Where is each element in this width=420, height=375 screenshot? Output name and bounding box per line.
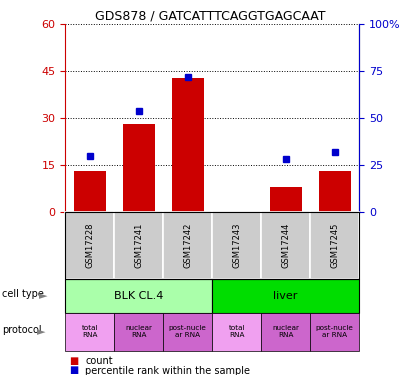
Text: BLK CL.4: BLK CL.4	[114, 291, 163, 301]
Bar	[319, 171, 351, 212]
Text: ►: ►	[39, 291, 47, 301]
Text: ►: ►	[37, 327, 45, 337]
Text: GSM17244: GSM17244	[281, 223, 290, 268]
Bar	[172, 78, 204, 212]
Text: count: count	[85, 356, 113, 366]
Text: liver: liver	[273, 291, 298, 301]
Bar	[123, 124, 155, 212]
Text: post-nucle
ar RNA: post-nucle ar RNA	[316, 326, 354, 338]
Text: ■: ■	[69, 356, 79, 366]
Text: GSM17245: GSM17245	[330, 223, 339, 268]
Text: protocol: protocol	[2, 325, 42, 335]
Bar	[74, 171, 105, 212]
Text: cell type: cell type	[2, 290, 44, 299]
Text: nuclear
RNA: nuclear RNA	[272, 326, 299, 338]
Text: GSM17228: GSM17228	[85, 223, 94, 268]
Text: post-nucle
ar RNA: post-nucle ar RNA	[169, 326, 207, 338]
Text: percentile rank within the sample: percentile rank within the sample	[85, 366, 250, 375]
Text: GSM17241: GSM17241	[134, 223, 143, 268]
Text: ■: ■	[69, 366, 79, 375]
Bar	[270, 187, 302, 212]
Text: total
RNA: total RNA	[228, 326, 245, 338]
Text: GDS878 / GATCATTTCAGGTGAGCAAT: GDS878 / GATCATTTCAGGTGAGCAAT	[95, 9, 325, 22]
Text: GSM17242: GSM17242	[183, 223, 192, 268]
Text: GSM17243: GSM17243	[232, 223, 241, 268]
Text: total
RNA: total RNA	[81, 326, 98, 338]
Text: nuclear
RNA: nuclear RNA	[125, 326, 152, 338]
